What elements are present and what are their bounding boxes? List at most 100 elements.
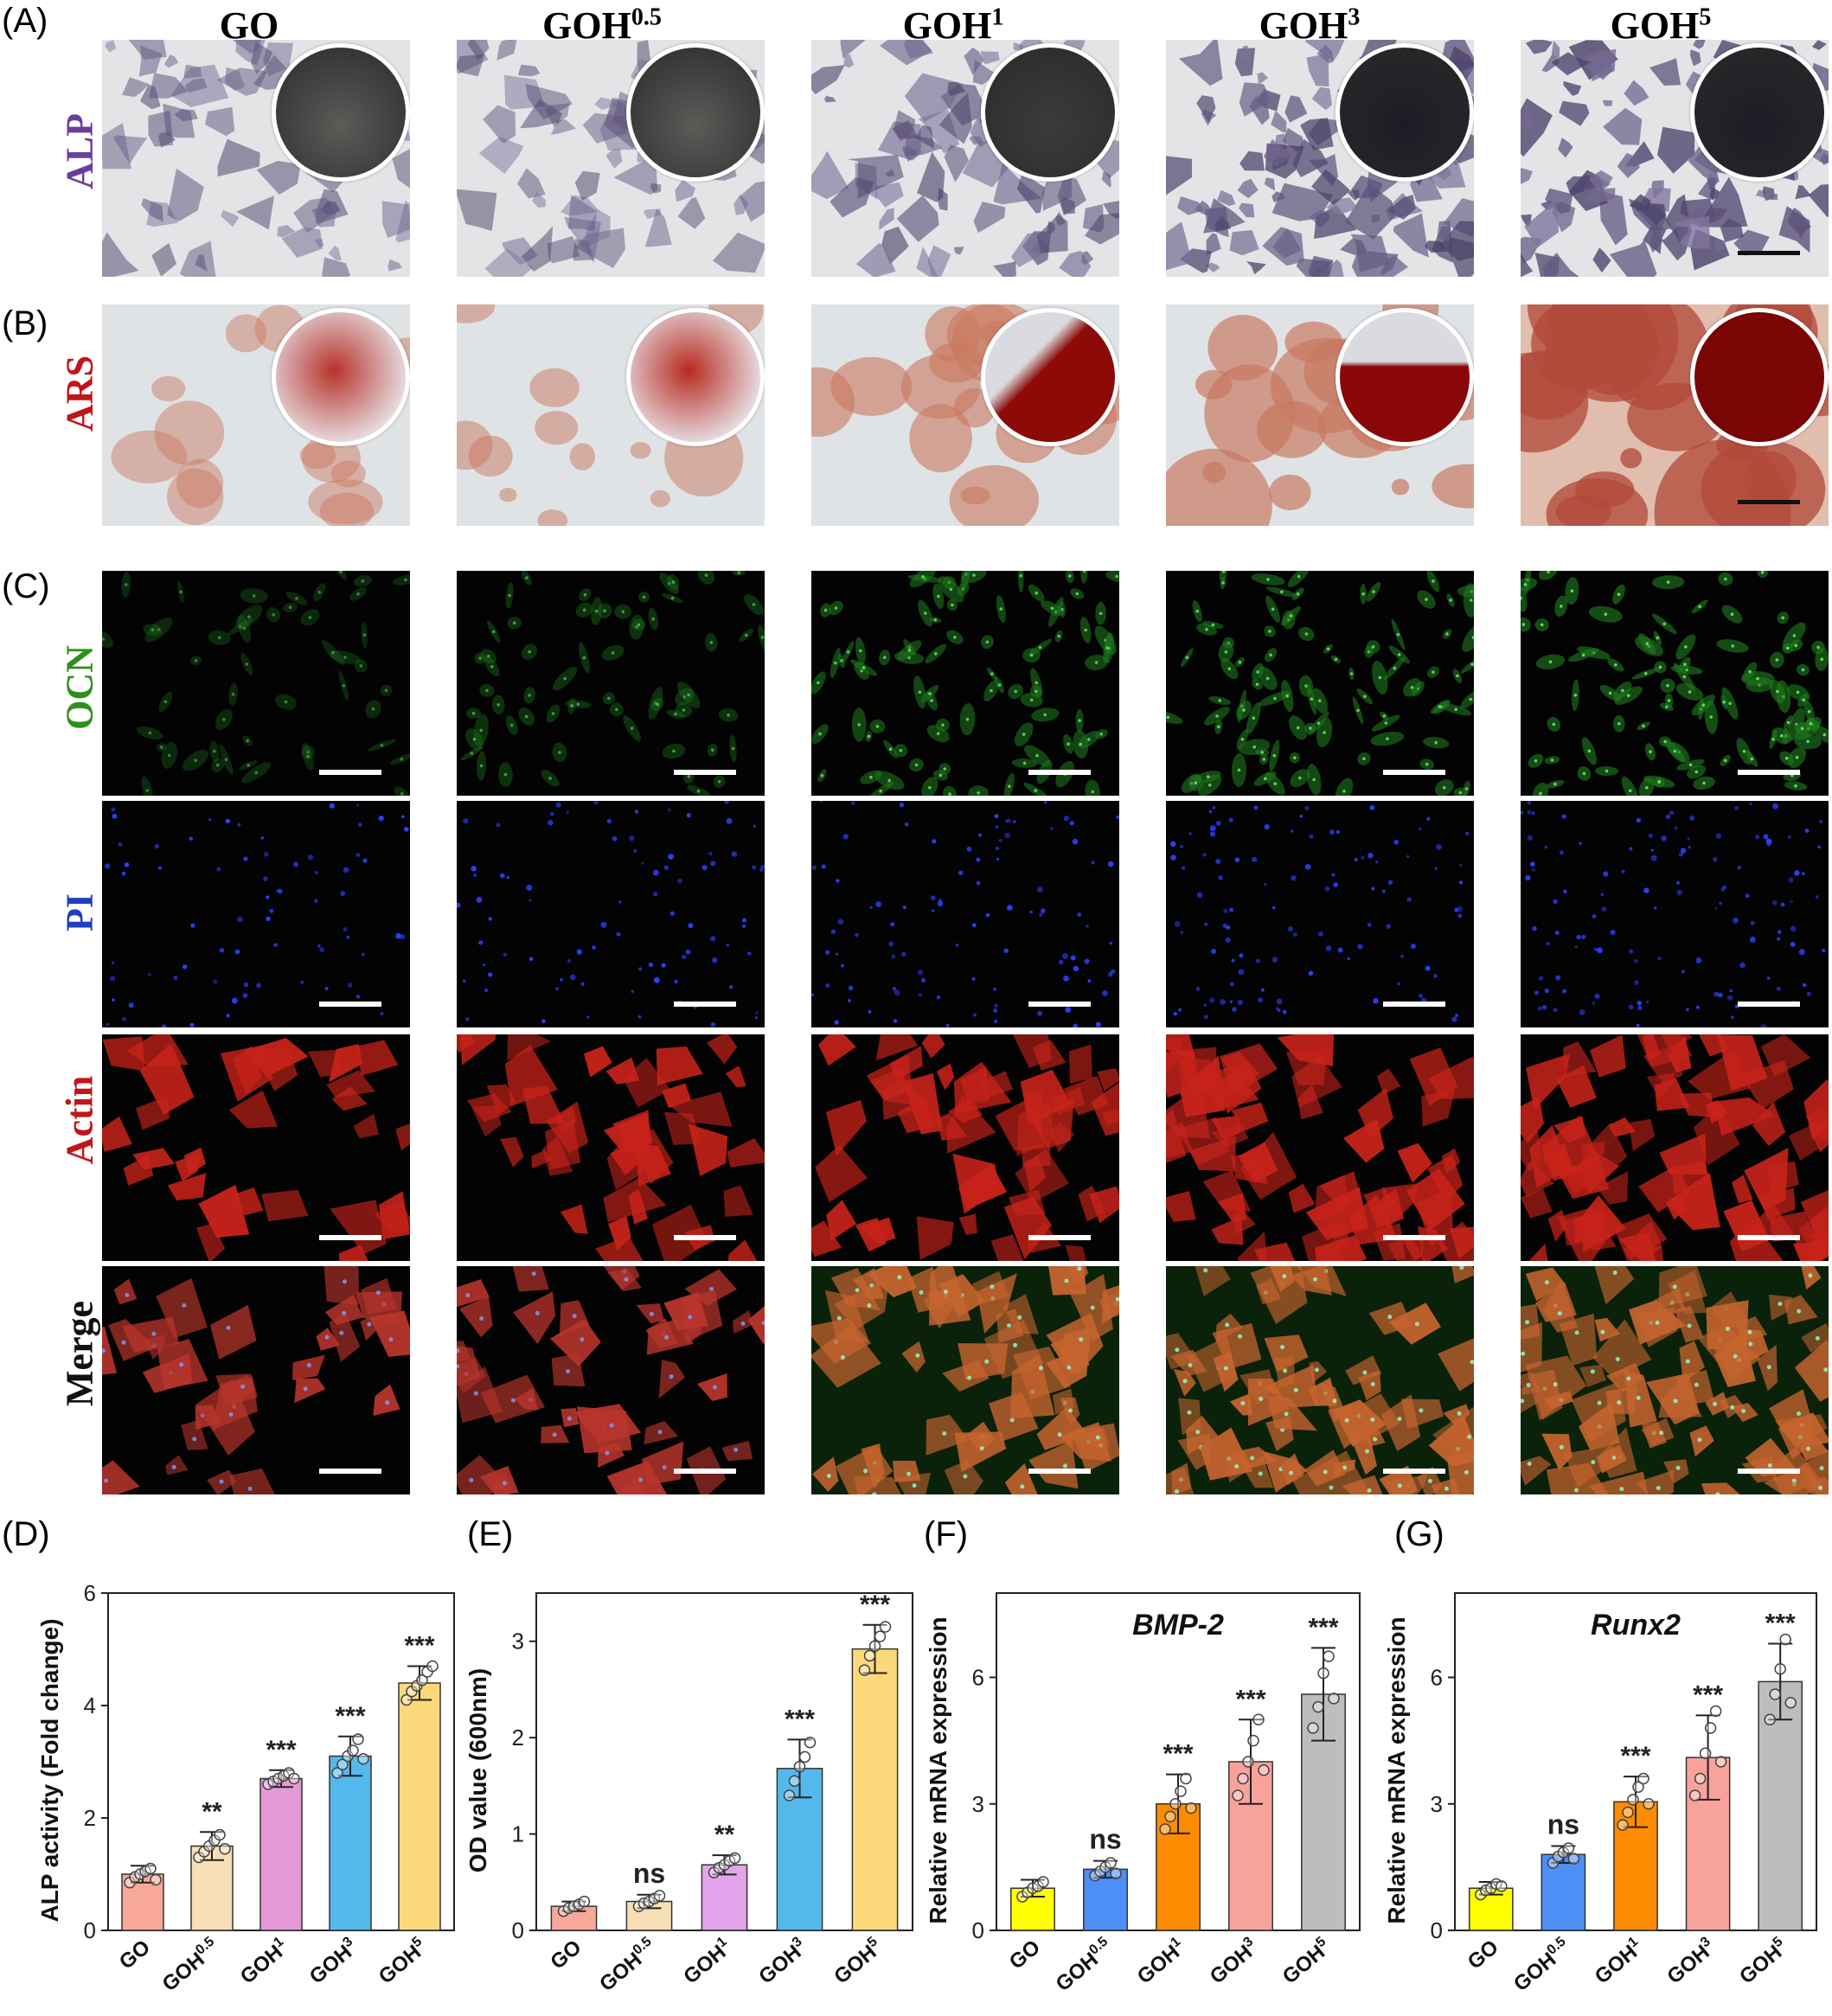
data-point <box>331 1767 343 1779</box>
data-point <box>1784 1697 1797 1709</box>
data-point <box>1323 1650 1335 1662</box>
data-point <box>1242 1756 1254 1768</box>
data-point <box>1714 1756 1727 1768</box>
y-tick-label: 0 <box>84 1917 96 1943</box>
scale-bar <box>319 1002 381 1007</box>
data-point <box>1622 1806 1634 1819</box>
data-point <box>1258 1764 1270 1776</box>
panel-letter-c: (C) <box>2 567 50 605</box>
x-tick-label: GOH0.5 <box>594 1934 662 1996</box>
micrograph-actin-0 <box>102 1034 410 1261</box>
scale-bar <box>1383 770 1445 775</box>
y-tick-label: 2 <box>84 1805 96 1831</box>
micrograph-ars-1 <box>457 304 765 526</box>
data-point <box>798 1750 811 1763</box>
data-point <box>728 1852 741 1865</box>
significance-label: *** <box>335 1702 365 1731</box>
x-tick-label: GOH1 <box>1132 1934 1190 1988</box>
y-axis-label: Relative mRNA expression <box>925 1616 951 1923</box>
micrograph-alp-1 <box>457 40 765 277</box>
data-point <box>1312 1700 1324 1713</box>
chart-od-value: 0 1 2 3 OD value (600nm) GO ns GOH0.5 ** GOH1 *** G… <box>464 1557 926 2012</box>
data-point <box>1037 1876 1049 1888</box>
y-tick-label: 3 <box>512 1629 524 1654</box>
micrograph-merge-1 <box>457 1266 765 1494</box>
micrograph-merge-2 <box>811 1266 1119 1494</box>
x-tick-label: GO <box>1464 1936 1503 1974</box>
data-point <box>788 1775 801 1788</box>
micrograph-ars-2 <box>811 304 1119 526</box>
data-point <box>1764 1713 1776 1725</box>
data-point <box>219 1843 231 1855</box>
y-tick-label: 6 <box>972 1665 984 1691</box>
y-tick-label: 6 <box>1431 1665 1443 1691</box>
x-tick-label: GOH1 <box>1590 1934 1648 1988</box>
significance-label: ns <box>1089 1824 1121 1855</box>
scale-bar <box>1028 1469 1091 1474</box>
bar <box>121 1873 164 1931</box>
alp-well-inset <box>1336 43 1474 182</box>
x-tick-label: GOH5 <box>1278 1934 1336 1988</box>
data-point <box>1567 1853 1580 1865</box>
scale-bar <box>1383 1002 1445 1007</box>
data-point <box>1617 1819 1629 1831</box>
scale-bar <box>1738 1469 1800 1474</box>
chart-title: Runx2 <box>1591 1609 1681 1642</box>
data-point <box>1699 1747 1712 1759</box>
alp-well-inset <box>626 43 765 182</box>
data-point <box>1688 1789 1701 1802</box>
x-tick-label: GOH3 <box>1662 1934 1720 1988</box>
data-point <box>1632 1781 1644 1793</box>
data-point <box>1237 1772 1249 1785</box>
data-point <box>1562 1842 1575 1854</box>
alp-well-inset <box>272 43 410 182</box>
chart-alp-activity: 0 2 4 6 ALP activity (Fold change) GO ** GOH0.5… <box>0 1557 467 2012</box>
data-point <box>347 1744 359 1757</box>
significance-label: *** <box>404 1632 434 1661</box>
data-point <box>1769 1688 1781 1700</box>
x-tick-label: GOH5 <box>829 1934 887 1988</box>
micrograph-merge-3 <box>1166 1266 1474 1494</box>
micrograph-ocn-0 <box>102 571 410 796</box>
data-point <box>1169 1798 1182 1810</box>
y-tick-label: 3 <box>972 1791 984 1817</box>
x-tick-label: GOH3 <box>1205 1934 1263 1988</box>
data-point <box>1774 1663 1786 1675</box>
data-point <box>400 1693 413 1706</box>
x-tick-label: GOH0.5 <box>157 1934 224 1996</box>
x-tick-label: GOH3 <box>753 1934 811 1988</box>
chart-bmp2: 0 3 6 Relative mRNA expression BMP-2 GO ns GOH0… <box>925 1557 1393 2012</box>
data-point <box>1643 1798 1655 1810</box>
significance-label: *** <box>1308 1613 1338 1642</box>
x-tick-label: GO <box>1005 1936 1045 1974</box>
scale-bar <box>1738 500 1800 504</box>
micrograph-actin-1 <box>457 1034 765 1261</box>
data-point <box>1252 1713 1265 1725</box>
data-point <box>1105 1857 1117 1869</box>
alp-well-inset <box>1690 43 1829 182</box>
data-point <box>352 1733 364 1745</box>
micrograph-actin-4 <box>1521 1034 1829 1261</box>
scale-bar <box>674 1235 736 1240</box>
panel-letter-d: (D) <box>2 1515 50 1553</box>
scale-bar <box>1028 1235 1091 1240</box>
data-point <box>868 1640 881 1653</box>
data-point <box>1232 1789 1244 1802</box>
data-point <box>426 1660 439 1673</box>
micrograph-ocn-1 <box>457 571 765 796</box>
x-tick-label: GOH5 <box>374 1934 432 1988</box>
bar <box>851 1648 899 1931</box>
data-point <box>1317 1667 1329 1680</box>
significance-label: *** <box>1765 1610 1796 1638</box>
y-tick-label: 2 <box>512 1725 524 1750</box>
data-point <box>1709 1705 1722 1718</box>
micrograph-alp-3 <box>1166 40 1474 277</box>
scale-bar <box>319 1235 381 1240</box>
significance-label: *** <box>1620 1742 1650 1770</box>
micrograph-pi-1 <box>457 801 765 1027</box>
x-tick-label: GO <box>546 1936 586 1974</box>
scale-bar <box>1028 1002 1091 1007</box>
bar <box>259 1777 303 1931</box>
data-point <box>653 1890 666 1902</box>
scale-bar <box>319 770 381 775</box>
